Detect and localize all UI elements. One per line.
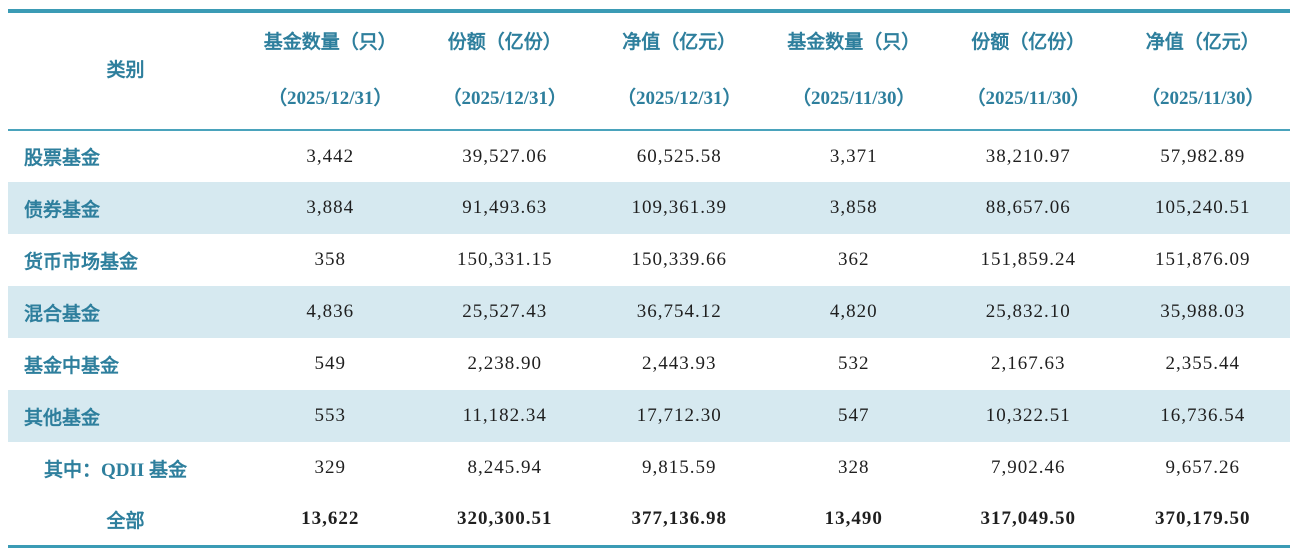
value-cell: 16,736.54: [1160, 405, 1246, 426]
column-label: 基金数量（只）: [263, 32, 397, 53]
column-date: （2025/12/31）: [616, 88, 742, 109]
table-row: 混合基金 4,836 25,527.43 36,754.12 4,820 25,832.1…: [8, 286, 1290, 338]
value-cell: 151,859.24: [980, 249, 1076, 270]
category-cell: 股票基金: [24, 148, 101, 169]
header-row: 类别 基金数量（只） （2025/12/31） 份额（亿份） （2025/12/31）净…: [8, 11, 1290, 130]
value-cell: 8,245.94: [467, 457, 542, 478]
table-header: 类别 基金数量（只） （2025/12/31） 份额（亿份） （2025/12/31）净…: [8, 11, 1290, 130]
column-header: 基金数量（只） （2025/11/30）: [767, 11, 942, 130]
fund-statistics-page: 类别 基金数量（只） （2025/12/31） 份额（亿份） （2025/12/31）净…: [0, 9, 1298, 560]
value-cell: 91,493.63: [462, 197, 548, 218]
value-cell: 35,988.03: [1160, 301, 1246, 322]
value-cell: 4,820: [829, 301, 878, 322]
value-cell: 10,322.51: [985, 405, 1071, 426]
value-cell: 25,527.43: [462, 301, 548, 322]
value-cell: 150,331.15: [457, 249, 553, 270]
category-cell: 全部: [106, 510, 145, 532]
column-header: 份额（亿份） （2025/12/31）: [418, 11, 593, 130]
table-row: 基金中基金 549 2,238.90 2,443.93 532 2,167.63 2,355…: [8, 338, 1290, 390]
value-cell: 39,527.06: [462, 145, 548, 167]
value-cell: 547: [838, 405, 870, 426]
table-row: 其中：QDII 基金 329 8,245.94 9,815.59 328 7,902.46…: [8, 442, 1290, 494]
total-row: 全部 13,622 320,300.51 377,136.98 13,490 317,04…: [8, 494, 1290, 546]
value-cell: 320,300.51: [457, 508, 553, 530]
value-cell: 151,876.09: [1155, 249, 1251, 270]
table-row: 货币市场基金 358 150,331.15 150,339.66 362 151,859.…: [8, 234, 1290, 286]
value-cell: 13,490: [824, 508, 883, 530]
column-label: 基金数量（只）: [787, 32, 921, 53]
column-header: 净值（亿元） （2025/12/31）: [592, 11, 767, 130]
value-cell: 11,182.34: [462, 405, 547, 426]
value-cell: 362: [838, 249, 870, 270]
value-cell: 9,815.59: [642, 457, 717, 478]
category-cell: 其他基金: [24, 407, 101, 429]
column-date: （2025/11/30）: [791, 88, 916, 109]
value-cell: 60,525.58: [636, 145, 722, 167]
value-cell: 3,884: [306, 197, 355, 218]
table-row: 债券基金 3,884 91,493.63 109,361.39 3,858 88,657.…: [8, 182, 1290, 234]
column-label: 份额（亿份）: [447, 32, 562, 53]
value-cell: 25,832.10: [985, 301, 1071, 322]
value-cell: 57,982.89: [1160, 145, 1246, 167]
value-cell: 2,443.93: [642, 353, 717, 374]
column-header-category: 类别: [8, 11, 243, 130]
category-cell: 货币市场基金: [24, 251, 139, 273]
value-cell: 549: [314, 353, 346, 374]
column-date: （2025/12/31）: [267, 88, 393, 109]
value-cell: 3,858: [829, 197, 878, 218]
column-header: 净值（亿元） （2025/11/30）: [1116, 11, 1291, 130]
column-label: 类别: [106, 60, 145, 81]
table-row: 其他基金 553 11,182.34 17,712.30 547 10,322.51 16,…: [8, 390, 1290, 442]
category-cell: 其中：QDII 基金: [44, 459, 188, 481]
value-cell: 377,136.98: [631, 508, 727, 530]
column-date: （2025/11/30）: [1140, 88, 1265, 109]
value-cell: 88,657.06: [985, 197, 1071, 218]
value-cell: 7,902.46: [991, 457, 1066, 478]
category-cell: 基金中基金: [24, 355, 120, 377]
value-cell: 2,355.44: [1165, 353, 1240, 374]
value-cell: 9,657.26: [1165, 457, 1240, 478]
column-header: 份额（亿份） （2025/11/30）: [941, 11, 1116, 130]
value-cell: 370,179.50: [1155, 508, 1251, 530]
column-date: （2025/11/30）: [966, 88, 1090, 109]
value-cell: 532: [838, 353, 870, 374]
value-cell: 3,442: [306, 145, 355, 167]
value-cell: 358: [314, 249, 346, 270]
value-cell: 38,210.97: [985, 145, 1071, 167]
value-cell: 3,371: [829, 145, 878, 167]
value-cell: 317,049.50: [980, 508, 1076, 530]
value-cell: 328: [838, 457, 870, 478]
value-cell: 36,754.12: [636, 301, 722, 322]
value-cell: 17,712.30: [636, 405, 722, 426]
value-cell: 329: [314, 457, 346, 478]
value-cell: 13,622: [301, 508, 360, 530]
value-cell: 4,836: [306, 301, 355, 322]
fund-statistics-table: 类别 基金数量（只） （2025/12/31） 份额（亿份） （2025/12/31）净…: [8, 9, 1290, 548]
column-label: 份额（亿份）: [971, 32, 1086, 53]
table-row: 股票基金 3,442 39,527.06 60,525.58 3,371 38,210.9…: [8, 130, 1290, 182]
column-label: 净值（亿元）: [622, 32, 737, 53]
value-cell: 150,339.66: [631, 249, 727, 270]
value-cell: 553: [314, 405, 346, 426]
column-label: 净值（亿元）: [1145, 32, 1260, 53]
value-cell: 2,167.63: [991, 353, 1066, 374]
table-body: 股票基金 3,442 39,527.06 60,525.58 3,371 38,210.9…: [8, 130, 1290, 546]
value-cell: 109,361.39: [631, 197, 727, 218]
column-header: 基金数量（只） （2025/12/31）: [243, 11, 418, 130]
category-cell: 债券基金: [24, 199, 101, 221]
value-cell: 105,240.51: [1155, 197, 1251, 218]
column-date: （2025/12/31）: [442, 88, 568, 109]
value-cell: 2,238.90: [467, 353, 542, 374]
table-wrapper: 类别 基金数量（只） （2025/12/31） 份额（亿份） （2025/12/31）净…: [8, 9, 1290, 548]
category-cell: 混合基金: [24, 303, 101, 325]
